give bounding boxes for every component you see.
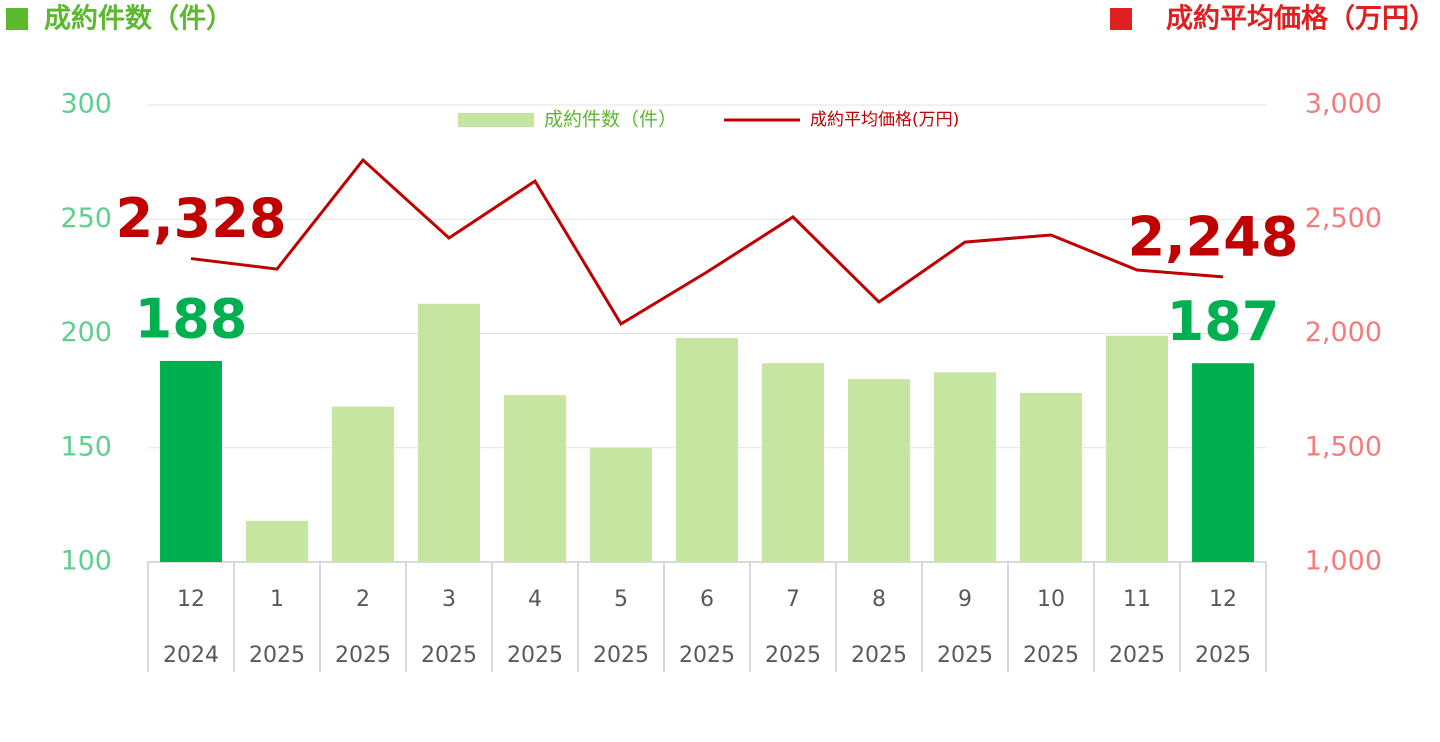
y2-tick-label: 2,000 xyxy=(1305,317,1382,348)
data-label: 2,328 xyxy=(116,187,287,250)
x-tick-label: 7 xyxy=(786,587,800,612)
x-group-label: 2024 xyxy=(163,643,219,668)
x-group-label: 2025 xyxy=(1023,643,1079,668)
y-tick-label: 150 xyxy=(60,431,112,462)
x-group-label: 2025 xyxy=(679,643,735,668)
y2-tick-label: 3,000 xyxy=(1305,89,1382,120)
bar xyxy=(1020,392,1082,562)
bar xyxy=(418,303,480,562)
x-group-label: 2025 xyxy=(851,643,907,668)
x-group-label: 2025 xyxy=(765,643,821,668)
data-label: 2,248 xyxy=(1128,205,1299,268)
y-tick-label: 100 xyxy=(60,546,112,577)
x-group-label: 2025 xyxy=(937,643,993,668)
bar xyxy=(1192,363,1254,562)
y-label-marker xyxy=(6,8,28,30)
y2-axis-title: 成約平均価格（万円） xyxy=(1166,3,1436,35)
x-group-label: 2025 xyxy=(593,643,649,668)
x-tick-label: 12 xyxy=(177,587,205,612)
legend-label: 成約件数（件） xyxy=(544,109,677,131)
x-tick-label: 11 xyxy=(1123,587,1151,612)
x-tick-label: 9 xyxy=(958,587,972,612)
y2-tick-label: 2,500 xyxy=(1305,203,1382,234)
bar xyxy=(762,363,824,562)
line xyxy=(190,157,1224,326)
y2-tick-label: 1,000 xyxy=(1305,546,1382,577)
legend-label: 成約平均価格(万円) xyxy=(810,110,959,130)
x-tick-label: 2 xyxy=(356,587,370,612)
x-group-label: 2025 xyxy=(421,643,477,668)
y2-label-marker xyxy=(1110,8,1132,30)
x-group-label: 2025 xyxy=(335,643,391,668)
y-axis-title: 成約件数（件） xyxy=(44,3,233,35)
bar xyxy=(676,338,738,562)
bar xyxy=(848,379,910,562)
bar xyxy=(934,372,996,562)
y2-tick-label: 1,500 xyxy=(1305,431,1382,462)
y-tick-label: 200 xyxy=(60,317,112,348)
bar xyxy=(246,520,308,562)
y-tick-label: 300 xyxy=(60,89,112,120)
data-label: 188 xyxy=(135,288,248,351)
x-tick-label: 5 xyxy=(614,587,628,612)
x-group-label: 2025 xyxy=(1109,643,1165,668)
x-group-label: 2025 xyxy=(249,643,305,668)
x-tick-label: 12 xyxy=(1209,587,1237,612)
bar xyxy=(504,395,566,562)
x-group-label: 2025 xyxy=(507,643,563,668)
x-tick-label: 3 xyxy=(442,587,456,612)
y-tick-label: 250 xyxy=(60,203,112,234)
bar xyxy=(590,447,652,562)
bar xyxy=(1106,335,1168,562)
x-tick-label: 10 xyxy=(1037,587,1065,612)
data-label: 187 xyxy=(1167,290,1280,353)
x-tick-label: 1 xyxy=(270,587,284,612)
x-tick-label: 4 xyxy=(528,587,542,612)
x-tick-label: 8 xyxy=(872,587,886,612)
bar xyxy=(332,406,394,562)
bar xyxy=(160,360,222,562)
legend-swatch xyxy=(458,113,534,127)
x-tick-label: 6 xyxy=(700,587,714,612)
x-group-label: 2025 xyxy=(1195,643,1251,668)
